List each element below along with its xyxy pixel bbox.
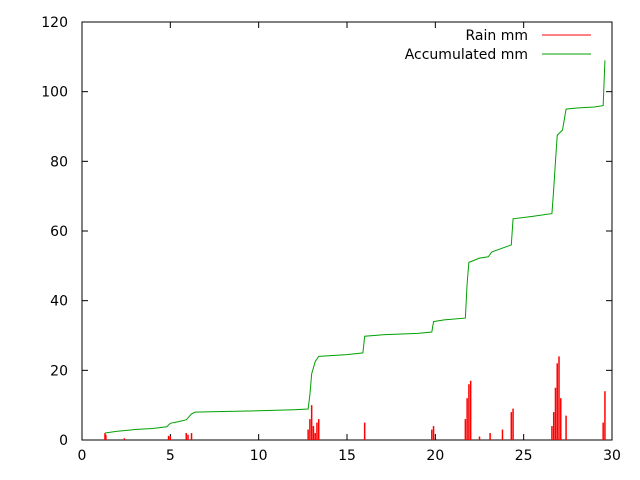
y-tick-label: 0 [59,433,68,449]
y-tick-label: 60 [50,224,68,240]
series-layer [104,60,606,440]
y-tick-label: 120 [41,15,68,31]
accumulated-line [104,60,606,434]
x-tick-label: 20 [426,448,444,464]
x-tick-label: 5 [166,448,175,464]
x-tick-label: 0 [78,448,87,464]
legend-label-accumulated: Accumulated mm [405,47,528,63]
y-axis: 0 20 40 60 80 100 120 [41,15,612,449]
y-tick-label: 40 [50,294,68,310]
x-tick-label: 30 [603,448,621,464]
x-axis: 0 5 10 15 20 25 30 [78,22,621,464]
plot-frame [81,21,613,441]
x-tick-label: 10 [250,448,268,464]
legend-label-rain: Rain mm [466,28,529,44]
y-tick-label: 20 [50,363,68,379]
y-tick-label: 80 [50,154,68,170]
y-tick-label: 100 [41,85,68,101]
legend: Rain mm Accumulated mm [405,28,591,63]
x-tick-label: 15 [338,448,356,464]
x-tick-label: 25 [515,448,533,464]
